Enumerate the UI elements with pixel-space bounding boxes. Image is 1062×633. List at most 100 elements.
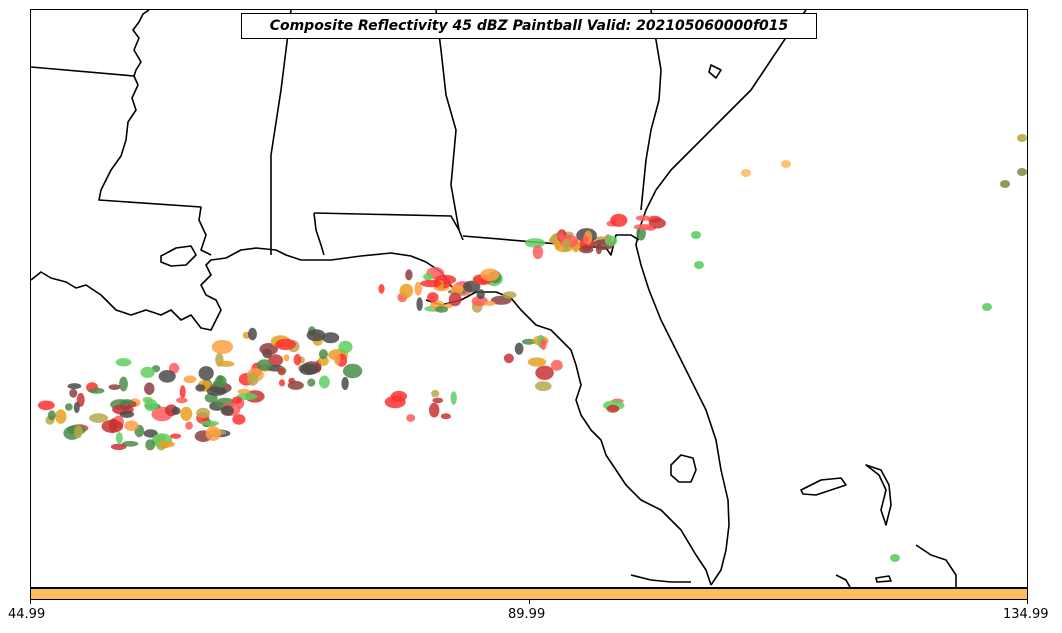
reflectivity-blob (524, 238, 546, 248)
reflectivity-blob (64, 403, 73, 411)
reflectivity-blob (532, 245, 544, 260)
bahamas-exuma (835, 574, 851, 587)
reflectivity-blob (781, 160, 791, 168)
reflectivity-blob (890, 554, 900, 562)
reflectivity-blob (405, 269, 413, 281)
reflectivity-blob (521, 338, 536, 345)
reflectivity-blob (37, 400, 55, 411)
reflectivity-blob (450, 284, 464, 295)
reflectivity-blob (232, 414, 246, 425)
reflectivity-blob (480, 268, 500, 282)
colorbar-tick-mark-left (30, 600, 31, 604)
reflectivity-blob (384, 395, 406, 409)
reflectivity-blob (211, 339, 234, 354)
state-border-ms-la (31, 10, 150, 77)
state-border-al-fl (313, 212, 460, 231)
bahamas-abaco (865, 464, 892, 526)
bahamas-andros (800, 477, 847, 496)
colorbar-tick-middle: 89.99 (508, 607, 546, 622)
map-title: Composite Reflectivity 45 dBZ Paintball … (241, 13, 817, 39)
reflectivity-blob (503, 353, 514, 364)
reflectivity-blob (119, 410, 135, 418)
reflectivity-blob (196, 407, 211, 419)
reflectivity-blob (288, 377, 296, 384)
state-border-al-fl-west (313, 212, 325, 256)
lake-pontchartrain (160, 245, 197, 267)
bahamas-small (875, 575, 892, 583)
reflectivity-blob (144, 399, 158, 412)
reflectivity-blob (341, 376, 349, 391)
reflectivity-blob (121, 440, 139, 447)
colorbar-tick-mark-right (1027, 600, 1028, 604)
reflectivity-blob (256, 359, 272, 371)
reflectivity-blob (333, 352, 341, 365)
bahamas-eleuthera (915, 544, 957, 587)
colorbar-tick-mark-middle (529, 600, 530, 604)
reflectivity-blob (306, 329, 326, 342)
reflectivity-blob (378, 284, 385, 294)
coast-louisiana (31, 247, 462, 331)
reflectivity-blob (247, 372, 259, 386)
reflectivity-blob (982, 303, 992, 311)
reflectivity-blob (648, 217, 666, 229)
reflectivity-blob (115, 432, 123, 444)
reflectivity-blob (535, 381, 552, 392)
reflectivity-blob (484, 300, 496, 306)
reflectivity-blob (248, 327, 257, 341)
reflectivity-blob (471, 296, 488, 307)
reflectivity-blob (171, 406, 181, 415)
reflectivity-blob (691, 231, 701, 239)
reflectivity-blob (514, 342, 524, 355)
reflectivity-blob (119, 376, 128, 392)
reflectivity-blob (73, 425, 83, 439)
reflectivity-blob (89, 413, 109, 423)
reflectivity-blob (450, 391, 457, 405)
reflectivity-blob (527, 357, 547, 367)
reflectivity-blob (440, 413, 451, 420)
reflectivity-blob (635, 215, 651, 222)
reflectivity-blob (140, 366, 155, 378)
reflectivity-blob (180, 406, 193, 421)
reflectivity-blob (158, 370, 176, 383)
reflectivity-blob (550, 359, 563, 371)
reflectivity-blob (73, 401, 80, 414)
reflectivity-blob (101, 419, 124, 433)
reflectivity-blob (595, 243, 603, 255)
reflectivity-blob (431, 389, 440, 398)
reflectivity-blob (406, 414, 416, 422)
state-border-al-ms (270, 10, 292, 255)
reflectivity-blob (277, 367, 286, 376)
reflectivity-blob (157, 440, 175, 448)
reflectivity-blob (633, 224, 654, 231)
reflectivity-blob (1017, 168, 1027, 176)
reflectivity-blob (115, 358, 132, 367)
reflectivity-blob (463, 280, 481, 293)
reflectivity-blobs (37, 134, 1027, 562)
reflectivity-blob (108, 384, 121, 390)
reflectivity-blob (69, 388, 78, 398)
reflectivity-blob (47, 410, 56, 421)
reflectivity-blob (217, 360, 235, 367)
reflectivity-blob (694, 261, 704, 269)
reflectivity-blob (283, 354, 290, 362)
reflectivity-blob (275, 338, 296, 351)
reflectivity-blob (67, 383, 82, 390)
reflectivity-blob (606, 404, 620, 413)
reflectivity-blob (206, 386, 227, 396)
reflectivity-blob (535, 365, 554, 380)
reflectivity-blob (741, 169, 751, 177)
reflectivity-blob (144, 382, 155, 396)
reflectivity-blob (143, 429, 158, 438)
reflectivity-blob (561, 238, 571, 252)
reflectivity-blob (170, 433, 182, 439)
reflectivity-blob (476, 289, 485, 300)
reflectivity-blob (268, 354, 284, 367)
reflectivity-blob (319, 375, 330, 389)
reflectivity-blob (293, 354, 302, 366)
reflectivity-blob (423, 273, 433, 281)
reflectivity-blob (427, 292, 439, 303)
reflectivity-blob (416, 297, 423, 311)
reflectivity-blob (55, 409, 67, 424)
reflectivity-blob (198, 366, 214, 381)
reflectivity-blob (579, 245, 594, 254)
